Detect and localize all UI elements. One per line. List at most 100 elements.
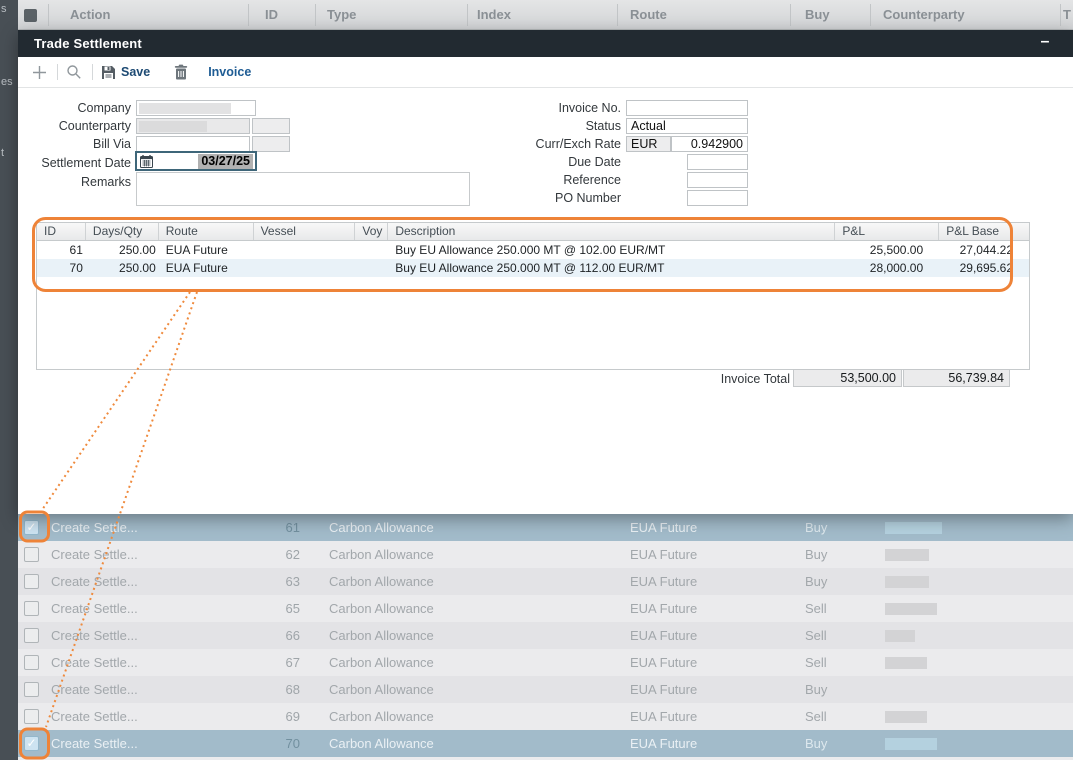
table-row[interactable]: ✓ Create Settle... 61 Carbon Allowance EUA F… (18, 514, 1073, 541)
grid-cell-pl: 28,000.00 (869, 261, 924, 275)
row-side: Sell (805, 655, 827, 670)
bill-via-label: Bill Via (93, 137, 131, 151)
currency-value: EUR (631, 137, 658, 151)
row-checkbox[interactable] (24, 655, 39, 670)
reference-value (688, 173, 692, 187)
exch-rate-field[interactable]: 0.942900 (671, 136, 748, 152)
table-row[interactable]: Create Settle... 65 Carbon Allowance EUA Fu… (18, 595, 1073, 622)
grid-column-pl[interactable]: P&L (835, 223, 940, 240)
create-settlement-link[interactable]: Create Settle... (51, 601, 138, 616)
sidebar-item-clipped[interactable]: t (1, 147, 5, 159)
column-header-buy[interactable]: Buy (805, 7, 830, 22)
create-settlement-link[interactable]: Create Settle... (51, 655, 138, 670)
table-row[interactable]: Create Settle... 67 Carbon Allowance EUA Fu… (18, 649, 1073, 676)
row-checkbox[interactable] (24, 547, 39, 562)
table-row[interactable]: Create Settle... 62 Carbon Allowance EUA Fu… (18, 541, 1073, 568)
po-number-field[interactable] (687, 190, 748, 206)
column-header-counterparty[interactable]: Counterparty (883, 7, 965, 22)
row-side: Sell (805, 628, 827, 643)
row-id: 67 (285, 655, 300, 670)
row-side: Buy (805, 682, 828, 697)
column-divider (315, 4, 316, 26)
column-header-index[interactable]: Index (477, 7, 511, 22)
row-type: Carbon Allowance (329, 709, 434, 724)
settlement-grid-row[interactable]: 61 250.00 EUA Future Buy EU Allowance 250.0… (37, 241, 1029, 259)
search-button[interactable] (66, 64, 82, 80)
grid-cell-voy (355, 259, 388, 277)
currency-field[interactable]: EUR (626, 136, 671, 152)
row-type: Carbon Allowance (329, 655, 434, 670)
minimize-button[interactable]: – (1040, 33, 1050, 50)
grid-column-route[interactable]: Route (159, 223, 254, 240)
counterparty-code-field[interactable] (252, 118, 290, 134)
add-line-button[interactable] (32, 65, 47, 80)
row-side: Sell (805, 709, 827, 724)
bill-via-field[interactable] (136, 136, 250, 152)
row-checkbox[interactable] (24, 709, 39, 724)
select-all-checkbox[interactable] (24, 9, 37, 22)
row-id: 68 (285, 682, 300, 697)
table-row[interactable]: ✓ Create Settle... 70 Carbon Allowance EUA F… (18, 730, 1073, 757)
bill-via-code-field[interactable] (252, 136, 290, 152)
settlement-grid-row[interactable]: 70 250.00 EUA Future Buy EU Allowance 250.0… (37, 259, 1029, 277)
column-header-route[interactable]: Route (630, 7, 667, 22)
create-settlement-link[interactable]: Create Settle... (51, 520, 138, 535)
settlement-date-field[interactable]: 03/27/25 (135, 151, 257, 171)
row-type: Carbon Allowance (329, 520, 434, 535)
sidebar-item-clipped[interactable]: es (1, 76, 13, 88)
invoice-button-label: Invoice (208, 65, 252, 79)
grid-column-id[interactable]: ID (37, 223, 86, 240)
status-field[interactable]: Actual (626, 118, 748, 134)
counterparty-redacted-bar (885, 711, 927, 723)
search-icon (67, 65, 81, 79)
reference-field[interactable] (687, 172, 748, 188)
create-settlement-link[interactable]: Create Settle... (51, 574, 138, 589)
row-route: EUA Future (630, 628, 698, 643)
delete-button[interactable] (174, 64, 188, 80)
row-checkbox[interactable] (24, 574, 39, 589)
grid-column-description[interactable]: Description (388, 223, 836, 240)
grid-column-voy[interactable]: Voy (355, 223, 389, 240)
row-checkbox[interactable] (24, 682, 39, 697)
table-row[interactable]: Create Settle... 69 Carbon Allowance EUA Fu… (18, 703, 1073, 730)
create-settlement-link[interactable]: Create Settle... (51, 682, 138, 697)
counterparty-field[interactable] (136, 118, 250, 134)
row-route: EUA Future (630, 736, 698, 751)
company-field[interactable] (136, 100, 256, 116)
due-date-field[interactable] (687, 154, 748, 170)
create-settlement-link[interactable]: Create Settle... (51, 736, 138, 751)
grid-column-vessel[interactable]: Vessel (254, 223, 356, 240)
column-header-action[interactable]: Action (70, 7, 111, 22)
row-checkbox[interactable]: ✓ (24, 736, 39, 751)
row-checkbox[interactable] (24, 628, 39, 643)
column-divider (467, 4, 468, 26)
table-row[interactable]: Create Settle... 68 Carbon Allowance EUA Fu… (18, 676, 1073, 703)
create-settlement-link[interactable]: Create Settle... (51, 628, 138, 643)
grid-cell-pl-base: 29,695.62 (959, 261, 1013, 275)
counterparty-redacted-value (139, 121, 207, 132)
sidebar-item-clipped[interactable]: s (1, 3, 7, 15)
table-row[interactable]: Create Settle... 66 Carbon Allowance EUA Fu… (18, 622, 1073, 649)
create-settlement-link[interactable]: Create Settle... (51, 709, 138, 724)
column-header-id[interactable]: ID (265, 7, 278, 22)
remarks-textarea[interactable] (136, 172, 470, 206)
create-settlement-link[interactable]: Create Settle... (51, 547, 138, 562)
column-header-type[interactable]: Type (327, 7, 357, 22)
grid-column-days-qty[interactable]: Days/Qty (86, 223, 159, 240)
row-checkbox[interactable]: ✓ (24, 520, 39, 535)
save-button[interactable]: Save (101, 65, 150, 80)
invoice-no-field[interactable] (626, 100, 748, 116)
partial-row-strip (18, 757, 1073, 760)
grid-cell-voy (355, 241, 388, 259)
calendar-icon[interactable] (140, 155, 153, 168)
row-route: EUA Future (630, 601, 698, 616)
settlement-date-label: Settlement Date (41, 156, 131, 170)
grid-column-pl-base[interactable]: P&L Base (946, 224, 1000, 238)
table-row[interactable]: Create Settle... 63 Carbon Allowance EUA Fu… (18, 568, 1073, 595)
grid-cell-description: Buy EU Allowance 250.000 MT @ 102.00 EUR… (395, 243, 666, 257)
column-header-truncated[interactable]: T (1063, 7, 1071, 22)
settlement-lines-grid: ID Days/Qty Route Vessel Voy Description… (36, 222, 1030, 370)
row-checkbox[interactable] (24, 601, 39, 616)
settlement-date-value[interactable]: 03/27/25 (198, 154, 253, 169)
invoice-button[interactable]: Invoice (198, 65, 251, 79)
